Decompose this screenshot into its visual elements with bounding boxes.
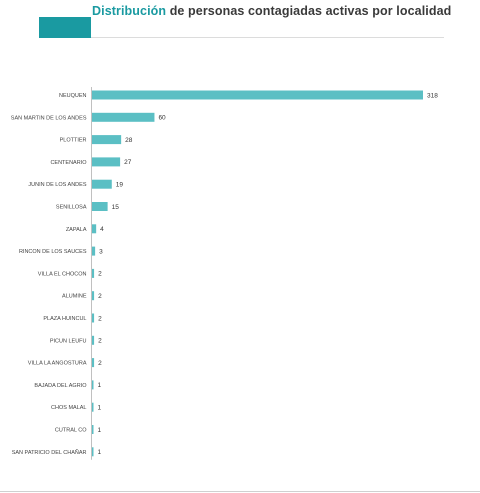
- bar: [92, 179, 112, 189]
- value-label: 1: [98, 382, 102, 389]
- value-label: 2: [98, 271, 102, 278]
- bar: [92, 112, 155, 122]
- chart-title-rest: de personas contagiadas activas por loca…: [166, 4, 452, 18]
- value-label: 3: [99, 248, 103, 255]
- chart-header: [39, 17, 444, 38]
- header-accent-block: [39, 17, 91, 38]
- bars-group: NEUQUEN 318 SAN MARTIN DE LOS ANDES 60 PLOTT…: [11, 90, 438, 457]
- category-label: CENTENARIO: [50, 160, 87, 166]
- value-label: 28: [125, 137, 133, 144]
- category-label: JUNIN DE LOS ANDES: [28, 182, 86, 188]
- chart-title-accent: Distribución: [92, 4, 167, 18]
- bar: [92, 224, 97, 234]
- value-label: 1: [98, 427, 102, 434]
- bar: [92, 447, 94, 457]
- bar: [92, 358, 95, 368]
- value-label: 2: [98, 293, 102, 300]
- category-label: SAN PATRICIO DEL CHAÑAR: [12, 449, 87, 456]
- value-label: 2: [98, 338, 102, 345]
- category-label: PICUN LEUFU: [50, 338, 87, 344]
- category-label: SAN MARTIN DE LOS ANDES: [11, 115, 87, 121]
- category-label: RINCON DE LOS SAUCES: [19, 249, 87, 255]
- bar: [92, 135, 122, 145]
- category-label: CUTRAL CO: [55, 428, 87, 434]
- bar: [92, 425, 94, 434]
- value-label: 60: [158, 115, 166, 122]
- value-label: 15: [112, 204, 120, 211]
- category-label: PLAZA HUINCUL: [43, 316, 86, 322]
- value-label: 4: [100, 226, 104, 233]
- category-label: BAJADA DEL AGRIO: [34, 383, 87, 389]
- category-label: ALUMINE: [62, 294, 87, 300]
- bar: [92, 335, 95, 345]
- bar: [92, 90, 423, 100]
- bar: [92, 380, 94, 390]
- bar: [92, 291, 95, 301]
- value-label: 19: [116, 182, 124, 189]
- bar: [92, 402, 94, 412]
- header-bar: [91, 17, 444, 38]
- bar: [92, 246, 96, 256]
- value-label: 1: [98, 449, 102, 456]
- category-label: VILLA EL CHOCON: [38, 271, 87, 277]
- bottom-rule: [0, 491, 480, 492]
- value-label: 2: [98, 315, 102, 322]
- value-label: 2: [98, 360, 102, 367]
- category-label: VILLA LA ANGOSTURA: [28, 361, 87, 367]
- category-label: CHOS MALAL: [51, 405, 86, 411]
- bar: [92, 313, 95, 323]
- category-label: SENILLOSA: [56, 205, 87, 211]
- category-label: NEUQUEN: [59, 93, 87, 99]
- bar: [92, 202, 108, 211]
- bar: [92, 268, 95, 278]
- value-label: 318: [427, 92, 438, 99]
- value-label: 1: [98, 405, 102, 412]
- bar: [92, 157, 121, 167]
- category-label: ZAPALA: [66, 227, 87, 233]
- value-label: 27: [124, 159, 132, 166]
- chart-title: Distribución de personas contagiadas act…: [92, 4, 451, 18]
- category-label: PLOTTIER: [60, 138, 87, 144]
